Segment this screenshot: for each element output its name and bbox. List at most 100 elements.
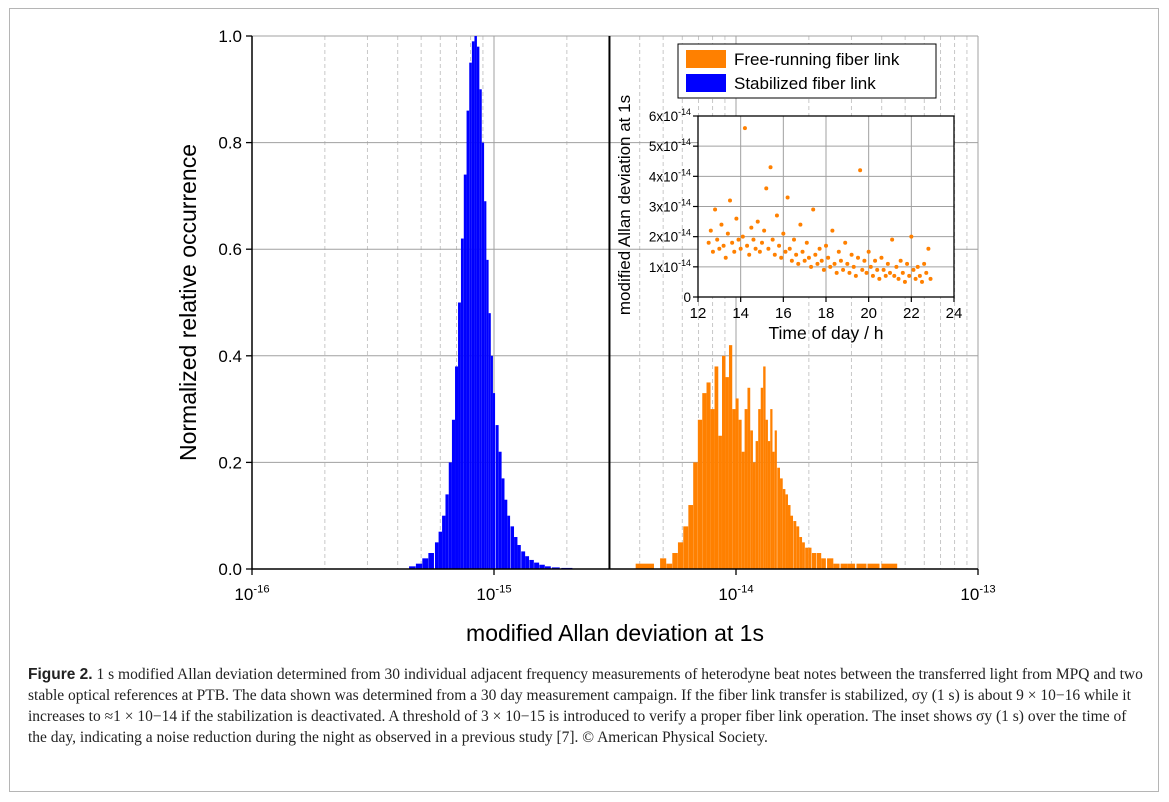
free-running-bar	[767, 441, 771, 569]
free-running-bar	[725, 377, 729, 569]
inset-point	[730, 240, 735, 245]
inset-point	[770, 237, 775, 242]
inset-point	[866, 249, 871, 254]
x-axis-title: modified Allan deviation at 1s	[466, 620, 764, 646]
free-running-bar	[755, 441, 759, 569]
y-tick-label: 0.0	[218, 560, 242, 579]
inset-point	[830, 228, 835, 233]
y-axis-title: Normalized relative occurrence	[175, 144, 201, 461]
free-running-bar	[763, 366, 766, 569]
inset-x-tick-label: 22	[903, 305, 920, 322]
inset-point	[819, 258, 824, 263]
free-running-bar	[750, 430, 753, 569]
free-running-bar	[827, 558, 834, 569]
stabilized-bar	[438, 531, 443, 569]
stabilized-bar	[517, 545, 521, 569]
stabilized-bar	[463, 174, 467, 569]
free-running-bar	[770, 409, 773, 569]
free-running-bar	[702, 393, 707, 569]
inset-point	[806, 255, 811, 260]
caption-label: Figure 2.	[28, 666, 93, 683]
inset-point	[851, 264, 856, 269]
free-running-bar	[758, 409, 761, 569]
stabilized-bar	[460, 238, 464, 570]
free-running-bar	[867, 563, 880, 569]
free-running-bar	[799, 537, 803, 569]
inset-y-axis-title: modified Allan deviation at 1s	[615, 95, 634, 315]
stabilized-bar	[409, 566, 416, 569]
inset-point	[740, 234, 745, 239]
inset-point	[725, 231, 730, 236]
inset-point	[907, 273, 912, 278]
inset-point	[826, 255, 831, 260]
free-running-bar	[802, 542, 805, 569]
inset-y-tick-label: 2x10-14	[649, 228, 691, 245]
free-running-bar	[738, 419, 742, 569]
free-running-bar	[744, 409, 748, 569]
free-running-bar	[772, 451, 775, 569]
inset-point	[762, 228, 767, 233]
legend-label: Stabilized fiber link	[734, 74, 876, 93]
inset-point	[796, 261, 801, 266]
inset-point	[922, 261, 927, 266]
free-running-bar	[697, 419, 703, 569]
free-running-bar	[811, 553, 817, 569]
inset-point	[742, 126, 747, 131]
inset-point	[838, 258, 843, 263]
inset-point	[732, 249, 737, 254]
inset-x-tick-label: 12	[690, 305, 707, 322]
inset-point	[789, 258, 794, 263]
free-running-bar	[752, 462, 756, 569]
inset-point	[917, 273, 922, 278]
free-running-bar	[660, 558, 667, 569]
inset-point	[815, 261, 820, 266]
inset-point	[708, 228, 713, 233]
free-running-bar	[765, 419, 768, 569]
free-running-bar	[728, 345, 733, 569]
inset-point	[824, 243, 828, 248]
inset-y-tick-label: 5x10-14	[649, 137, 691, 154]
free-running-bar	[688, 505, 694, 569]
inset-point	[764, 186, 769, 191]
inset-point	[836, 249, 841, 254]
stabilized-bar	[521, 551, 526, 569]
stabilized-bar	[428, 553, 434, 569]
stabilized-bar	[495, 425, 499, 569]
stabilized-bar	[484, 201, 487, 570]
caption-text: 1 s modified Allan deviation determined …	[28, 666, 1143, 746]
legend: Free-running fiber link Stabilized fiber …	[677, 43, 937, 99]
inset-point	[909, 234, 914, 239]
inset-point	[800, 249, 805, 254]
inset-point	[881, 267, 886, 272]
inset-point	[766, 246, 771, 251]
inset-point	[847, 270, 852, 275]
stabilized-bar	[458, 302, 461, 569]
inset-plot: 12 14 16 18 20 22 24 0 1x10-14 2x10-14 3x10-14 4x10…	[615, 95, 962, 343]
inset-point	[877, 276, 882, 281]
legend-swatch	[686, 50, 726, 68]
inset-y-tick-label: 4x10-14	[649, 167, 691, 184]
free-running-bar	[833, 563, 840, 569]
inset-x-tick-label: 18	[818, 305, 835, 322]
inset-point	[868, 264, 873, 269]
inset-point	[813, 252, 818, 257]
inset-point	[774, 213, 779, 218]
stabilized-bar	[551, 567, 560, 569]
inset-point	[779, 255, 784, 260]
inset-point	[755, 219, 760, 224]
free-running-bar	[856, 563, 867, 569]
stabilized-bar	[448, 462, 452, 569]
inset-x-tick-label: 24	[946, 305, 963, 322]
free-running-bar	[714, 366, 719, 569]
inset-x-axis-title: Time of day / h	[768, 323, 883, 343]
inset-point	[757, 249, 762, 254]
free-running-bar	[760, 387, 764, 569]
inset-point	[902, 279, 907, 284]
inset-point	[728, 198, 732, 203]
inset-y-tick-label: 1x10-14	[649, 258, 691, 275]
stabilized-bar	[476, 46, 480, 570]
figure-frame	[9, 8, 1159, 792]
inset-point	[900, 270, 905, 275]
free-running-bar	[782, 489, 786, 569]
free-running-bar	[805, 547, 809, 569]
